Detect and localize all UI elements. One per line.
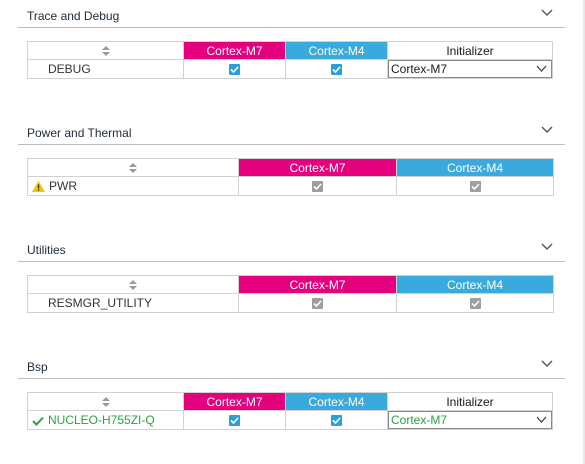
column-header-cortex-m7: Cortex-M7: [238, 275, 397, 294]
chevron-down-icon[interactable]: [541, 359, 553, 369]
initializer-select[interactable]: Cortex-M7: [388, 411, 552, 429]
config-table: Cortex-M7 Cortex-M4 PWR: [27, 158, 554, 196]
column-header-initializer: Initializer: [387, 41, 553, 60]
sort-icon: [101, 397, 110, 408]
checkbox-checked-icon[interactable]: [331, 64, 342, 76]
checkbox-checked-icon: [469, 298, 481, 310]
cell-cortex-m4: [285, 59, 388, 79]
warning-icon: [32, 181, 45, 193]
cell-cortex-m4: [396, 293, 554, 313]
row-name: RESMGR_UTILITY: [27, 293, 239, 313]
sort-icon: [129, 163, 137, 174]
sort-header[interactable]: [27, 392, 184, 411]
section-title: Bsp: [27, 360, 48, 374]
sort-icon: [129, 280, 137, 291]
checkbox-checked-icon[interactable]: [229, 415, 240, 427]
sort-icon: [101, 46, 110, 57]
checkbox-checked-icon: [469, 181, 481, 193]
table-row: RESMGR_UTILITY: [27, 293, 554, 313]
column-header-cortex-m7: Cortex-M7: [238, 158, 397, 177]
sort-header[interactable]: [27, 41, 184, 60]
checkbox-checked-icon: [312, 298, 323, 310]
section-header[interactable]: Utilities: [18, 234, 565, 262]
sort-header[interactable]: [27, 158, 239, 177]
section-header[interactable]: Bsp: [18, 351, 565, 379]
row-name: DEBUG: [27, 59, 184, 79]
row-name: PWR: [49, 179, 77, 193]
checkbox-checked-icon: [312, 181, 323, 193]
table-row: DEBUG Cortex-M7: [27, 59, 553, 79]
column-header-cortex-m4: Cortex-M4: [285, 392, 388, 411]
sort-header[interactable]: [27, 275, 239, 294]
check-icon: [32, 416, 44, 426]
chevron-down-icon: [536, 65, 547, 72]
checkbox-checked-icon[interactable]: [229, 64, 240, 76]
column-header-cortex-m4: Cortex-M4: [285, 41, 388, 60]
column-header-cortex-m4: Cortex-M4: [396, 275, 554, 294]
initializer-value: Cortex-M7: [391, 62, 448, 76]
section-header[interactable]: Power and Thermal: [18, 117, 565, 145]
initializer-select[interactable]: Cortex-M7: [388, 60, 552, 78]
cell-cortex-m7: [183, 59, 286, 79]
cell-cortex-m7: [183, 410, 286, 430]
cell-cortex-m4: [396, 176, 554, 196]
chevron-down-icon[interactable]: [541, 125, 553, 135]
checkbox-checked-icon[interactable]: [331, 415, 342, 427]
section-title: Power and Thermal: [27, 126, 132, 140]
column-header-cortex-m7: Cortex-M7: [183, 41, 286, 60]
section-title: Utilities: [27, 243, 66, 257]
initializer-value: Cortex-M7: [391, 413, 448, 427]
column-header-cortex-m7: Cortex-M7: [183, 392, 286, 411]
chevron-down-icon[interactable]: [541, 242, 553, 252]
config-table: Cortex-M7 Cortex-M4 Initializer DEBUG Co…: [27, 41, 553, 79]
scrollbar-track[interactable]: [583, 0, 585, 464]
table-row: NUCLEO-H755ZI-Q Cortex-M7: [27, 410, 553, 430]
column-header-initializer: Initializer: [387, 392, 553, 411]
section-title: Trace and Debug: [27, 9, 120, 23]
cell-cortex-m7: [238, 293, 397, 313]
section-header[interactable]: Trace and Debug: [18, 0, 565, 28]
config-table: Cortex-M7 Cortex-M4 RESMGR_UTILITY: [27, 275, 554, 313]
cell-initializer: Cortex-M7: [387, 59, 553, 79]
chevron-down-icon[interactable]: [541, 8, 553, 18]
cell-cortex-m4: [285, 410, 388, 430]
table-row: PWR: [27, 176, 554, 196]
row-name: NUCLEO-H755ZI-Q: [48, 413, 155, 427]
column-header-cortex-m4: Cortex-M4: [396, 158, 554, 177]
chevron-down-icon: [536, 416, 547, 423]
row-name-cell: PWR: [27, 176, 239, 196]
cell-initializer: Cortex-M7: [387, 410, 553, 430]
config-table: Cortex-M7 Cortex-M4 Initializer NUCLEO-H…: [27, 392, 553, 430]
row-name-cell: NUCLEO-H755ZI-Q: [27, 410, 184, 430]
cell-cortex-m7: [238, 176, 397, 196]
